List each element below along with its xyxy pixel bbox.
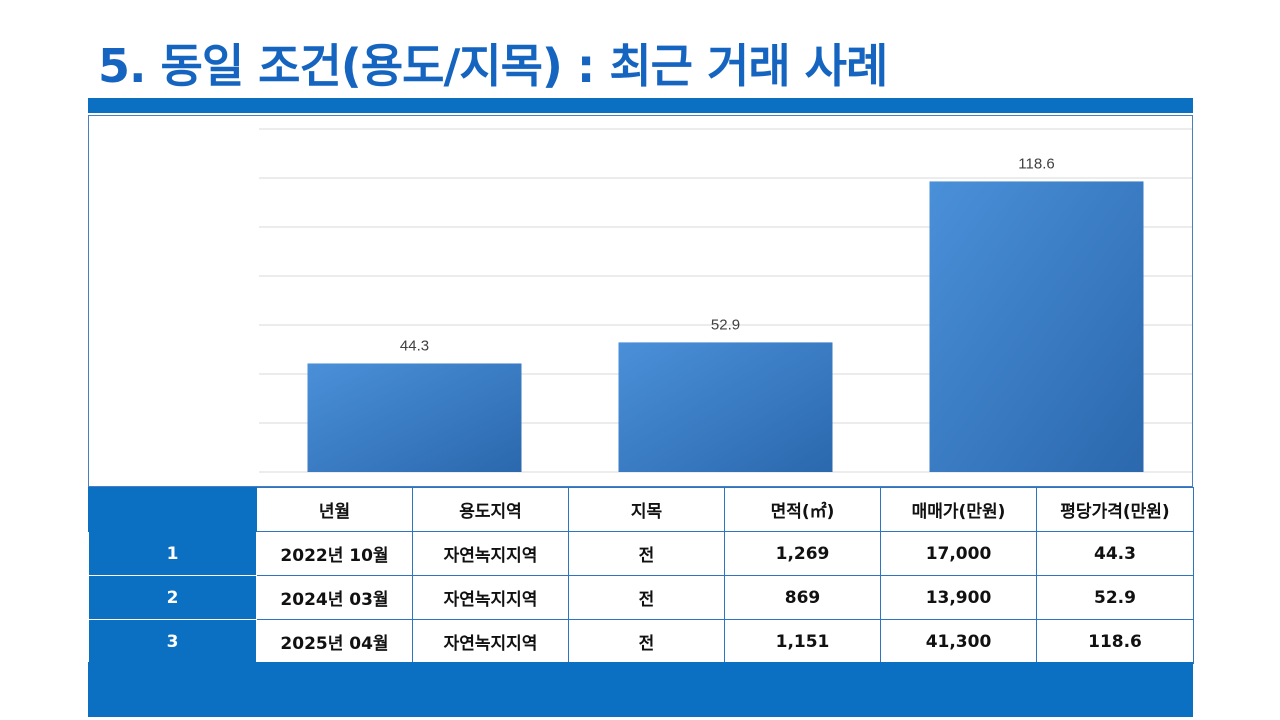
bar-chart-svg: 44.3 52.9 118.6	[259, 128, 1192, 473]
row-index: 2	[88, 575, 257, 620]
cell-year-month: 2024년 03월	[256, 575, 413, 620]
cell-land-category: 전	[568, 619, 725, 664]
table-row: 3 2025년 04월 자연녹지지역 전 1,151 41,300 118.6	[88, 619, 1194, 664]
chart-bar-2	[618, 342, 833, 472]
cell-zoning: 자연녹지지역	[412, 575, 569, 620]
cell-sale-price: 41,300	[880, 619, 1037, 664]
chart-data-label: 52.9	[711, 316, 740, 333]
cell-year-month: 2022년 10월	[256, 531, 413, 576]
footer-bar	[88, 662, 1193, 717]
transaction-table: 년월 용도지역 지목 면적(㎡) 매매가(만원) 평당가격(만원) 1 2022…	[88, 487, 1194, 664]
header-corner	[88, 487, 257, 532]
row-index: 1	[88, 531, 257, 576]
header-sale-price: 매매가(만원)	[880, 487, 1037, 532]
cell-zoning: 자연녹지지역	[412, 619, 569, 664]
header-year-month: 년월	[256, 487, 413, 532]
cell-area: 1,269	[724, 531, 881, 576]
chart-data-label: 118.6	[1018, 155, 1054, 172]
cell-zoning: 자연녹지지역	[412, 531, 569, 576]
header-land-category: 지목	[568, 487, 725, 532]
cell-price-per-pyeong: 52.9	[1036, 575, 1194, 620]
table-row: 2 2024년 03월 자연녹지지역 전 869 13,900 52.9	[88, 575, 1194, 620]
page-title: 5. 동일 조건(용도/지목) : 최근 거래 사례	[98, 39, 888, 93]
cell-year-month: 2025년 04월	[256, 619, 413, 664]
bar-chart: 44.3 52.9 118.6	[88, 115, 1193, 487]
header-price-per-pyeong: 평당가격(만원)	[1036, 487, 1194, 532]
cell-price-per-pyeong: 118.6	[1036, 619, 1194, 664]
title-underline-bar	[88, 98, 1193, 113]
header-zoning: 용도지역	[412, 487, 569, 532]
chart-bar-1	[307, 363, 522, 472]
cell-land-category: 전	[568, 531, 725, 576]
cell-sale-price: 13,900	[880, 575, 1037, 620]
cell-sale-price: 17,000	[880, 531, 1037, 576]
cell-price-per-pyeong: 44.3	[1036, 531, 1194, 576]
table-row: 1 2022년 10월 자연녹지지역 전 1,269 17,000 44.3	[88, 531, 1194, 576]
chart-bar-3	[929, 181, 1144, 472]
chart-data-label: 44.3	[400, 337, 429, 354]
cell-area: 1,151	[724, 619, 881, 664]
header-area: 면적(㎡)	[724, 487, 881, 532]
cell-area: 869	[724, 575, 881, 620]
table-header-row: 년월 용도지역 지목 면적(㎡) 매매가(만원) 평당가격(만원)	[88, 487, 1194, 532]
row-index: 3	[88, 619, 257, 664]
cell-land-category: 전	[568, 575, 725, 620]
